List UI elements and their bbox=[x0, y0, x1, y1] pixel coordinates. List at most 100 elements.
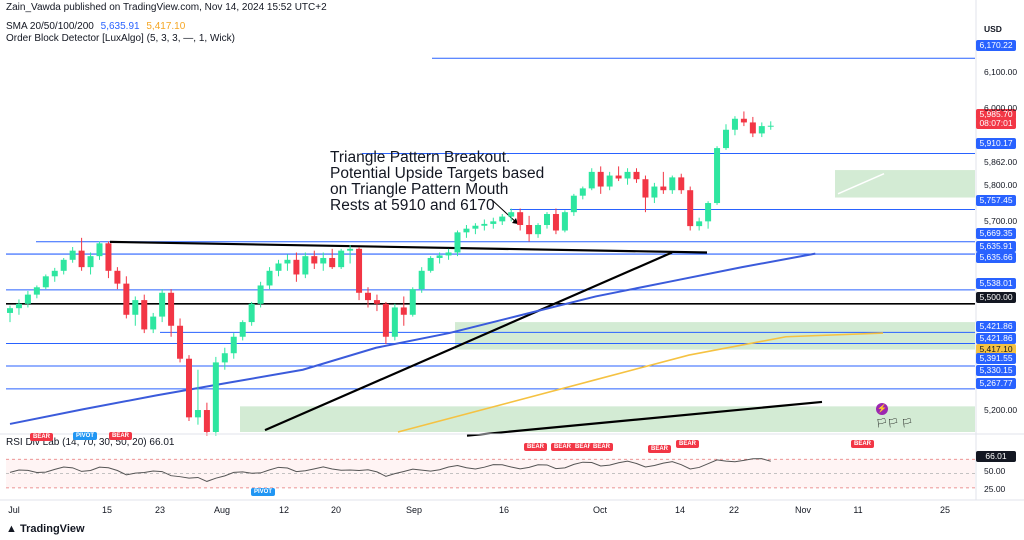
currency-label[interactable]: USD bbox=[984, 24, 1002, 34]
time-tick-label: 25 bbox=[939, 505, 951, 515]
candle-body bbox=[758, 126, 765, 134]
flag-icons[interactable]: 🏳🏳 🏳 bbox=[876, 418, 913, 428]
candle-body bbox=[723, 129, 729, 149]
rsi-legend[interactable]: RSI Div Lab (14, 70, 30, 50, 20) 66.01 bbox=[6, 437, 175, 448]
candle bbox=[78, 237, 85, 271]
candle-body bbox=[570, 195, 577, 213]
candle bbox=[579, 186, 586, 200]
candle-body bbox=[329, 257, 336, 268]
candle-body bbox=[615, 175, 622, 179]
candle bbox=[678, 173, 685, 194]
candle bbox=[24, 290, 31, 308]
candle-body bbox=[678, 177, 685, 191]
candle-body bbox=[266, 270, 273, 286]
candle-body bbox=[499, 216, 506, 222]
candle-body bbox=[651, 186, 658, 198]
candle bbox=[633, 168, 640, 183]
price-tag: 5,421.86 bbox=[976, 333, 1016, 344]
candle-body bbox=[105, 243, 112, 271]
candle bbox=[373, 294, 380, 312]
time-tick-label: 14 bbox=[674, 505, 686, 515]
sma-legend[interactable]: SMA 20/50/100/200 5,635.91 5,417.10 bbox=[6, 21, 189, 32]
price-tag: 5,910.17 bbox=[976, 138, 1016, 149]
candle-body bbox=[418, 270, 425, 290]
candle bbox=[588, 168, 595, 191]
price-tag: 5,669.35 bbox=[976, 228, 1016, 239]
trend-lines bbox=[109, 173, 885, 437]
candle bbox=[651, 182, 658, 204]
time-tick-label: 23 bbox=[154, 505, 166, 515]
pivot-signal-badge: PIVOT bbox=[251, 488, 276, 496]
bear-signal-badge: BEAR bbox=[648, 445, 672, 453]
demand-zone bbox=[455, 322, 975, 350]
candle bbox=[758, 122, 765, 138]
price-tag: 5,635.66 bbox=[976, 252, 1016, 263]
candle bbox=[472, 223, 479, 235]
candle-body bbox=[588, 171, 595, 189]
candle bbox=[499, 214, 506, 226]
candle bbox=[767, 121, 774, 130]
candle bbox=[329, 248, 336, 269]
candle-body bbox=[51, 270, 58, 277]
candle bbox=[597, 166, 604, 194]
price-tick-label: 5,200.00 bbox=[984, 405, 1018, 415]
candle-body bbox=[517, 212, 524, 226]
bear-signal-badge: BEAR bbox=[30, 433, 54, 441]
candle-body bbox=[740, 118, 747, 123]
alert-icons[interactable]: ⚡ bbox=[876, 403, 888, 415]
candle bbox=[320, 252, 327, 271]
bear-signal-badge: BEAR bbox=[572, 443, 596, 451]
candle bbox=[705, 201, 712, 229]
candle bbox=[159, 289, 166, 323]
tradingview-logo[interactable]: ▲ TradingView bbox=[6, 523, 85, 535]
price-tag: 5,421.86 bbox=[976, 321, 1016, 332]
time-tick-label: 20 bbox=[330, 505, 342, 515]
sma200-line bbox=[397, 332, 884, 433]
candle bbox=[338, 248, 345, 269]
candle bbox=[356, 246, 363, 301]
candle bbox=[508, 208, 515, 222]
price-tick-label: 6,100.00 bbox=[984, 67, 1018, 77]
time-tick-label: 22 bbox=[728, 505, 740, 515]
candle bbox=[33, 285, 40, 299]
price-tag: 5,330.15 bbox=[976, 365, 1016, 376]
candle-body bbox=[132, 300, 139, 315]
candle bbox=[347, 245, 354, 264]
rsi-panel bbox=[6, 458, 975, 489]
supply-zone bbox=[835, 170, 975, 198]
candle bbox=[714, 146, 721, 205]
price-tag: 5,417.10 bbox=[976, 344, 1016, 355]
price-tag: 08:07:01 bbox=[976, 118, 1016, 129]
candle bbox=[544, 212, 550, 229]
price-tag: 5,985.70 bbox=[976, 109, 1016, 120]
candle-body bbox=[436, 255, 443, 258]
candle-body bbox=[24, 294, 31, 304]
moving-averages bbox=[9, 252, 884, 433]
candle-body bbox=[114, 270, 121, 284]
sma100-line bbox=[9, 252, 816, 425]
candle-body bbox=[123, 283, 130, 315]
candle-body bbox=[42, 276, 49, 288]
indicator-legend[interactable]: Order Block Detector [LuxAlgo] (5, 3, 3,… bbox=[6, 33, 235, 44]
candle-body bbox=[159, 292, 166, 317]
candle-body bbox=[186, 358, 192, 418]
candle bbox=[660, 171, 667, 194]
price-tick-label: 5,700.00 bbox=[984, 216, 1018, 226]
publisher-text: Zain_Vawda published on TradingView.com,… bbox=[6, 2, 327, 13]
candle-body bbox=[69, 250, 76, 260]
candle-body bbox=[508, 212, 515, 217]
candle-body bbox=[78, 250, 85, 268]
triangle-upper-line bbox=[109, 240, 708, 254]
candle-body bbox=[633, 171, 640, 180]
candle bbox=[239, 320, 246, 341]
candle-body bbox=[552, 214, 559, 231]
candle bbox=[687, 186, 694, 231]
price-tag: 5,267.77 bbox=[976, 378, 1016, 389]
candle bbox=[105, 241, 112, 279]
candle-body bbox=[579, 188, 586, 196]
sma200-value: 5,417.10 bbox=[146, 21, 186, 32]
candle bbox=[132, 296, 139, 326]
candle bbox=[194, 369, 201, 425]
candle bbox=[221, 347, 228, 370]
